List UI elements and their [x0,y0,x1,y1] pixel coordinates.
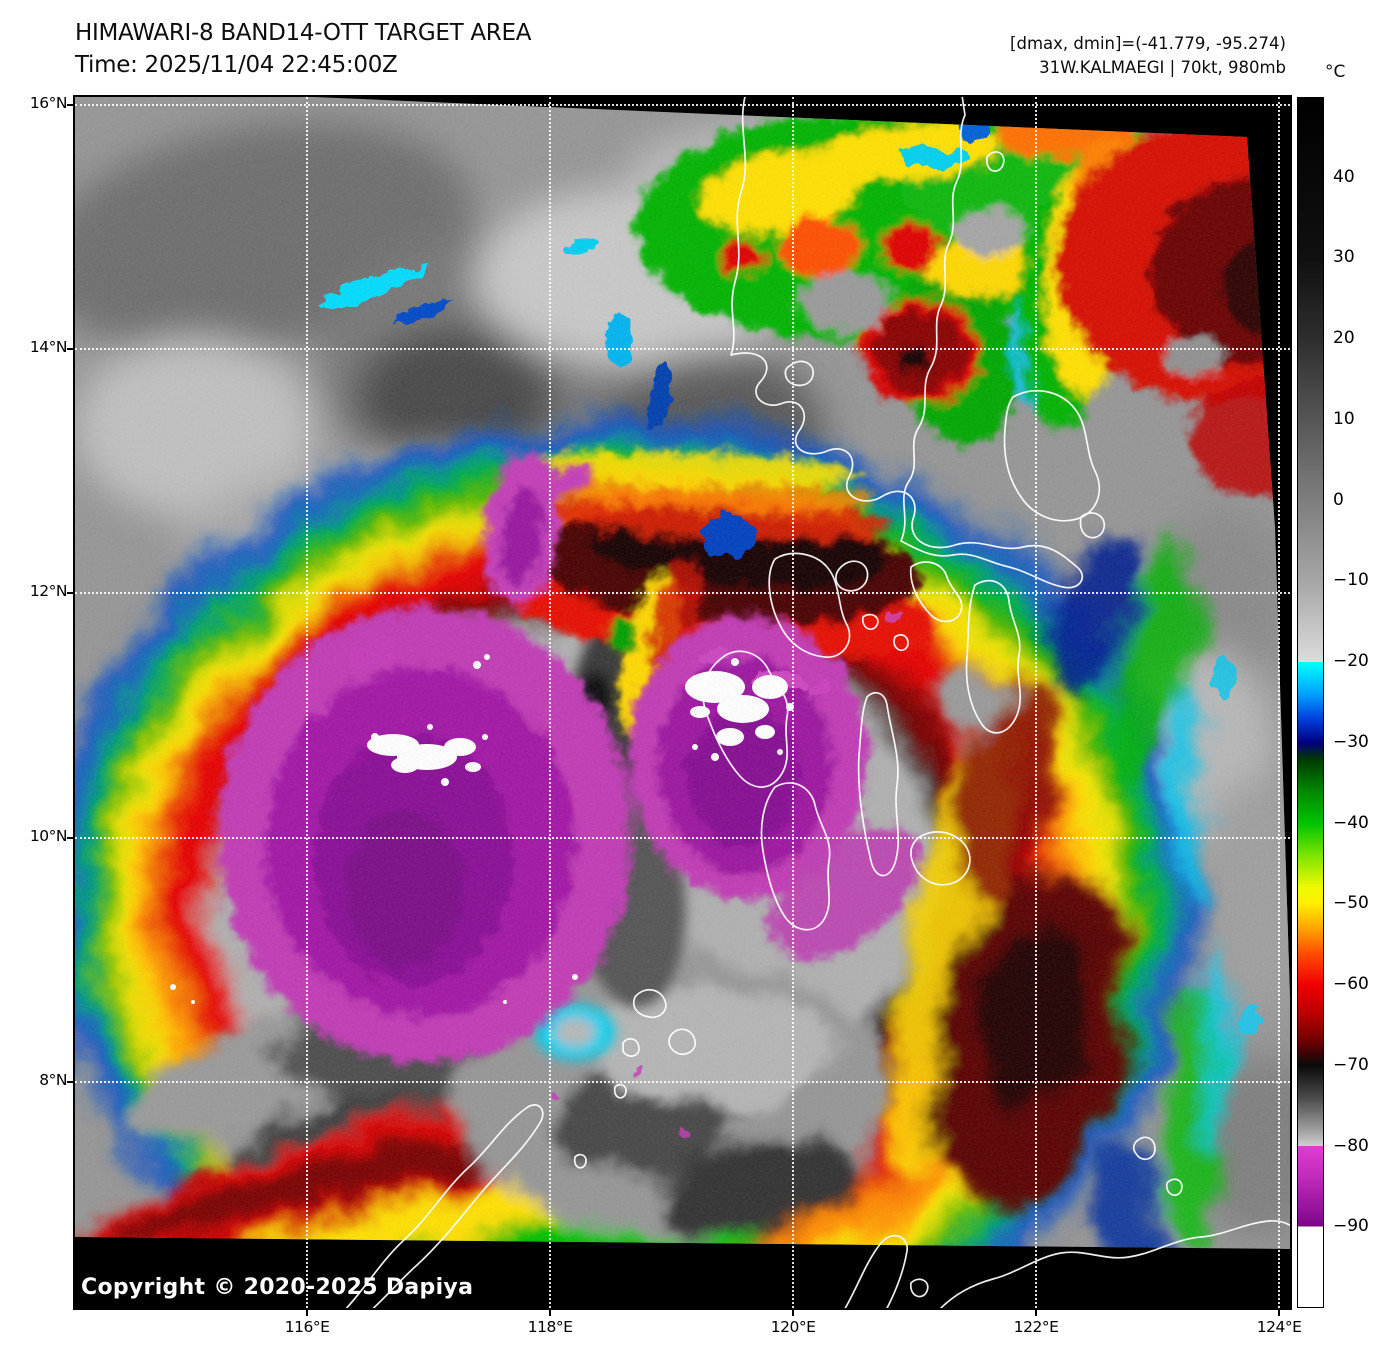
coastlines [345,97,1290,1308]
figure-timestamp: Time: 2025/11/04 22:45:00Z [75,52,398,78]
temperature-colorbar [1297,97,1324,1308]
map-plot-area: Copyright © 2020-2025 Dapiya [73,95,1292,1310]
colorbar-tick-label: −80 [1333,1135,1369,1156]
lon-tick-mark [549,1310,552,1316]
storm-info-annotation: 31W.KALMAEGI | 70kt, 980mb [1039,58,1286,77]
lon-tick-mark [306,1310,309,1316]
figure-title: HIMAWARI-8 BAND14-OTT TARGET AREA [75,20,532,46]
colorbar-tick-label: −30 [1333,731,1369,752]
lat-tick-mark [67,103,73,106]
colorbar-tick-label: 10 [1333,408,1355,429]
colorbar-tick-label: 20 [1333,328,1355,349]
lon-tick-label: 124°E [1256,1318,1302,1336]
lat-tick-label: 14°N [29,338,68,357]
colorbar-tick-label: −10 [1333,570,1369,591]
lon-tick-label: 122°E [1013,1318,1059,1336]
lon-tick-label: 118°E [527,1318,573,1336]
satellite-ir-image [75,97,1290,1308]
lat-tick-label: 8°N [39,1070,67,1089]
colorbar-tick-label: 40 [1333,166,1355,187]
colorbar-tick-label: 30 [1333,247,1355,268]
colorbar-tick-label: −90 [1333,1216,1369,1237]
lat-tick-label: 12°N [29,582,68,601]
copyright-text: Copyright © 2020-2025 Dapiya [81,1275,474,1300]
lon-tick-mark [1278,1310,1281,1316]
colorbar-tick-label: −60 [1333,974,1369,995]
colorbar-tick-label: −70 [1333,1054,1369,1075]
lat-tick-mark [67,592,73,595]
dmax-dmin-annotation: [dmax, dmin]=(-41.779, -95.274) [1010,34,1286,53]
lat-tick-mark [67,348,73,351]
colorbar-tick-label: 0 [1333,489,1344,510]
colorbar-gradient [1298,98,1323,1307]
lon-tick-label: 116°E [284,1318,330,1336]
colorbar-tick-label: −20 [1333,651,1369,672]
lat-tick-label: 16°N [29,93,68,112]
lat-tick-label: 10°N [29,826,68,845]
lat-tick-mark [67,836,73,839]
colorbar-unit-label: °C [1325,62,1346,82]
lat-tick-mark [67,1080,73,1083]
colorbar-tick-label: −50 [1333,893,1369,914]
colorbar-tick-label: −40 [1333,812,1369,833]
lon-tick-label: 120°E [770,1318,816,1336]
lon-tick-mark [1035,1310,1038,1316]
lon-tick-mark [792,1310,795,1316]
satellite-data-swath [75,97,1290,1249]
